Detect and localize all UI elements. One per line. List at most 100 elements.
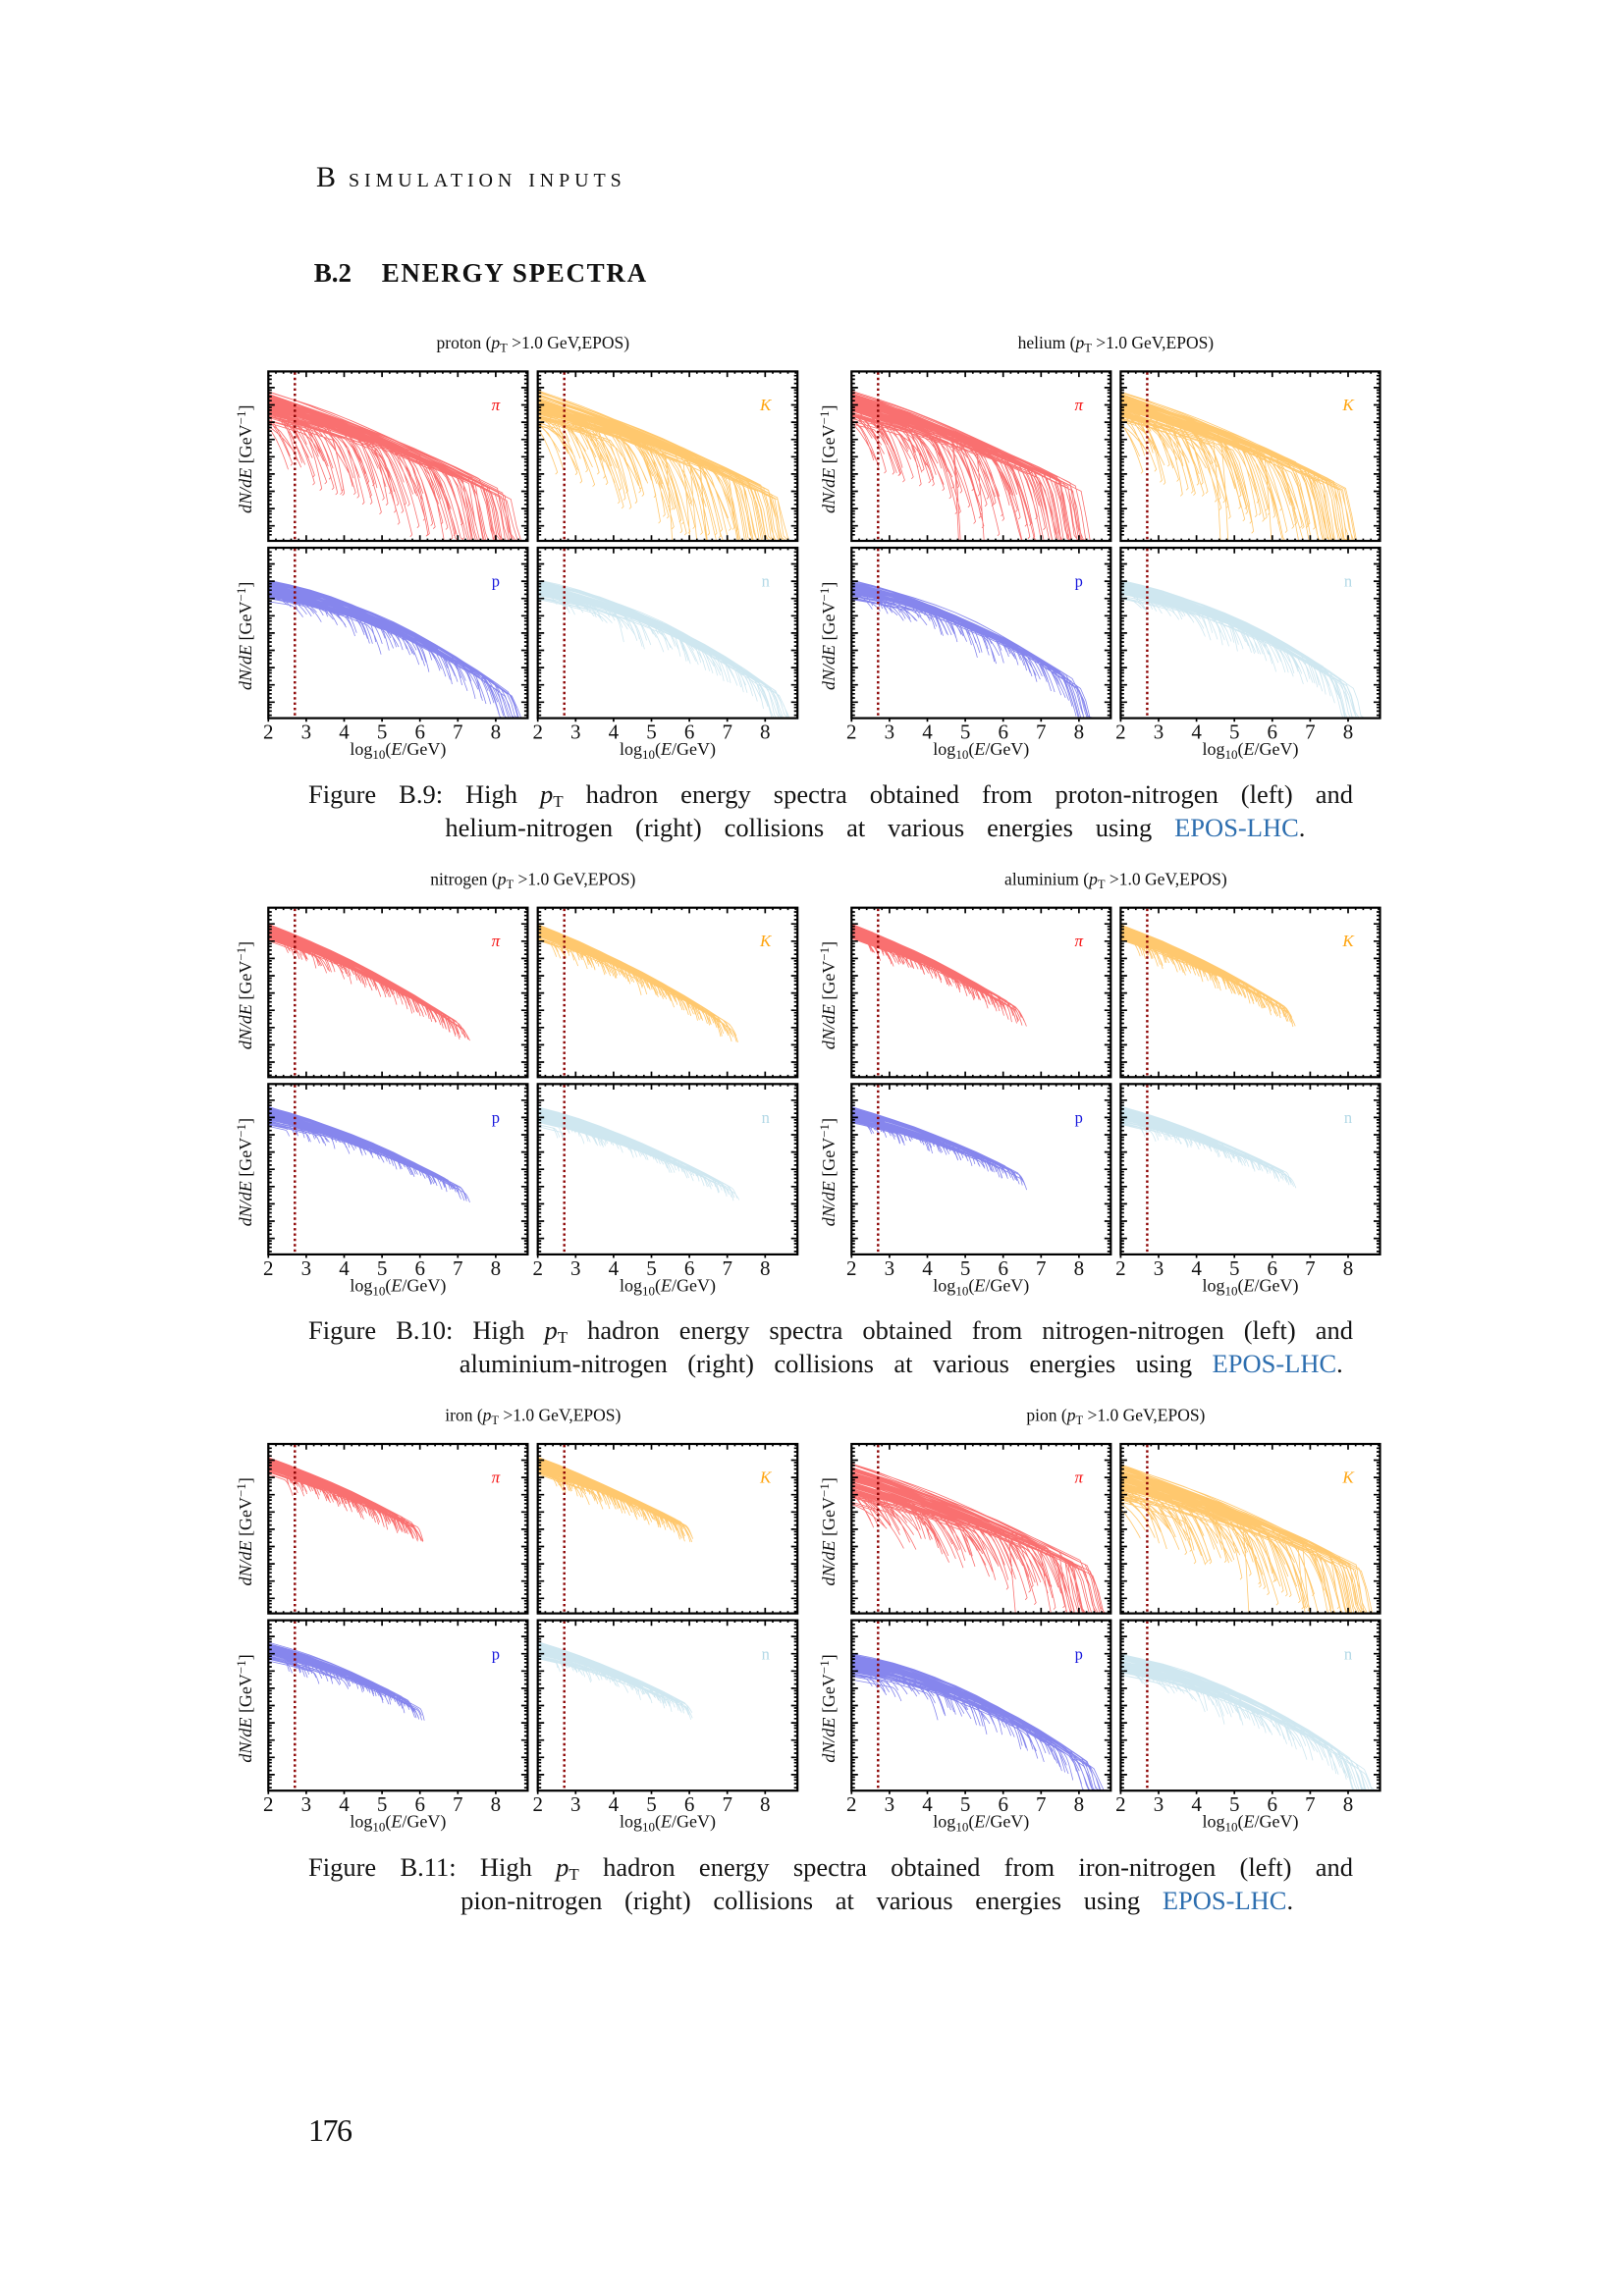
svg-text:2: 2	[1115, 721, 1126, 744]
svg-text:4: 4	[922, 721, 933, 744]
svg-text:2: 2	[263, 1792, 274, 1816]
svg-text:dN/dE [GeV−1]: dN/dE [GeV−1]	[234, 405, 255, 513]
svg-text:4: 4	[922, 1256, 933, 1280]
svg-text:3: 3	[885, 721, 895, 744]
svg-text:3: 3	[885, 1792, 895, 1816]
svg-text:p: p	[1075, 1644, 1083, 1663]
svg-text:2: 2	[532, 1256, 543, 1280]
svg-text:6: 6	[998, 721, 1008, 744]
svg-text:dN/dE [GeV−1]: dN/dE [GeV−1]	[817, 941, 839, 1049]
svg-text:4: 4	[339, 1256, 350, 1280]
svg-text:5: 5	[960, 721, 971, 744]
svg-text:4: 4	[339, 1792, 350, 1816]
svg-text:3: 3	[301, 1792, 312, 1816]
svg-text:dN/dE [GeV−1]: dN/dE [GeV−1]	[234, 582, 255, 690]
svg-text:2: 2	[532, 1792, 543, 1816]
svg-text:4: 4	[609, 1792, 620, 1816]
svg-text:K: K	[759, 932, 773, 950]
svg-text:7: 7	[1305, 1256, 1316, 1280]
svg-text:8: 8	[760, 721, 771, 744]
svg-text:8: 8	[1343, 1792, 1354, 1816]
svg-text:7: 7	[1036, 1256, 1047, 1280]
svg-text:7: 7	[453, 1256, 463, 1280]
svg-text:dN/dE [GeV−1]: dN/dE [GeV−1]	[817, 1477, 839, 1585]
svg-text:p: p	[492, 572, 500, 591]
svg-text:6: 6	[998, 1792, 1008, 1816]
svg-text:2: 2	[1115, 1256, 1126, 1280]
svg-text:3: 3	[1154, 1792, 1164, 1816]
svg-text:8: 8	[1074, 721, 1085, 744]
svg-text:helium (pT >1.0 GeV,EPOS): helium (pT >1.0 GeV,EPOS)	[1018, 333, 1215, 355]
svg-text:7: 7	[453, 721, 463, 744]
svg-text:5: 5	[960, 1256, 971, 1280]
svg-text:dN/dE [GeV−1]: dN/dE [GeV−1]	[817, 405, 839, 513]
svg-text:3: 3	[570, 721, 581, 744]
svg-text:K: K	[1341, 932, 1355, 950]
svg-text:log10(E/GeV): log10(E/GeV)	[620, 1812, 716, 1835]
svg-text:7: 7	[1036, 1792, 1047, 1816]
svg-text:5: 5	[377, 721, 388, 744]
svg-text:3: 3	[1154, 1256, 1164, 1280]
svg-text:6: 6	[684, 1256, 695, 1280]
svg-text:2: 2	[263, 1256, 274, 1280]
svg-text:log10(E/GeV): log10(E/GeV)	[1203, 1812, 1299, 1835]
svg-text:n: n	[1344, 1644, 1352, 1663]
svg-text:8: 8	[760, 1256, 771, 1280]
svg-text:n: n	[762, 572, 770, 591]
svg-text:4: 4	[1191, 1256, 1202, 1280]
svg-text:log10(E/GeV): log10(E/GeV)	[350, 739, 446, 762]
svg-text:log10(E/GeV): log10(E/GeV)	[933, 739, 1029, 762]
svg-text:3: 3	[570, 1256, 581, 1280]
svg-text:7: 7	[1036, 721, 1047, 744]
svg-text:6: 6	[414, 1792, 425, 1816]
svg-text:p: p	[492, 1108, 500, 1127]
svg-text:2: 2	[532, 721, 543, 744]
svg-text:aluminium (pT >1.0 GeV,EPOS): aluminium (pT >1.0 GeV,EPOS)	[1004, 869, 1227, 891]
svg-text:3: 3	[301, 1256, 312, 1280]
svg-text:π: π	[1075, 932, 1084, 950]
svg-text:dN/dE [GeV−1]: dN/dE [GeV−1]	[817, 582, 839, 690]
svg-text:4: 4	[609, 721, 620, 744]
svg-text:3: 3	[1154, 721, 1164, 744]
svg-text:6: 6	[1268, 1256, 1278, 1280]
svg-text:4: 4	[1191, 721, 1202, 744]
svg-text:5: 5	[377, 1792, 388, 1816]
svg-text:8: 8	[491, 1256, 502, 1280]
svg-text:n: n	[1344, 572, 1352, 591]
svg-text:7: 7	[722, 1256, 732, 1280]
svg-text:8: 8	[491, 721, 502, 744]
svg-text:K: K	[1341, 396, 1355, 414]
svg-text:8: 8	[491, 1792, 502, 1816]
svg-text:7: 7	[722, 721, 732, 744]
svg-text:dN/dE [GeV−1]: dN/dE [GeV−1]	[234, 1654, 255, 1762]
svg-text:pion (pT >1.0 GeV,EPOS): pion (pT >1.0 GeV,EPOS)	[1026, 1406, 1205, 1428]
svg-text:proton (pT >1.0 GeV,EPOS): proton (pT >1.0 GeV,EPOS)	[437, 333, 630, 355]
svg-text:π: π	[1075, 396, 1084, 414]
svg-text:dN/dE [GeV−1]: dN/dE [GeV−1]	[234, 941, 255, 1049]
svg-text:K: K	[759, 1468, 773, 1487]
svg-text:6: 6	[1268, 721, 1278, 744]
svg-text:8: 8	[1343, 1256, 1354, 1280]
svg-text:log10(E/GeV): log10(E/GeV)	[350, 1812, 446, 1835]
svg-text:5: 5	[1229, 721, 1240, 744]
svg-text:7: 7	[722, 1792, 732, 1816]
svg-text:log10(E/GeV): log10(E/GeV)	[1203, 1275, 1299, 1298]
svg-text:π: π	[492, 396, 501, 414]
svg-text:5: 5	[960, 1792, 971, 1816]
svg-text:5: 5	[1229, 1792, 1240, 1816]
svg-text:dN/dE [GeV−1]: dN/dE [GeV−1]	[817, 1654, 839, 1762]
svg-text:4: 4	[922, 1792, 933, 1816]
svg-text:n: n	[762, 1108, 770, 1127]
svg-text:6: 6	[414, 1256, 425, 1280]
svg-text:3: 3	[570, 1792, 581, 1816]
svg-text:dN/dE [GeV−1]: dN/dE [GeV−1]	[234, 1477, 255, 1585]
svg-text:6: 6	[684, 1792, 695, 1816]
svg-text:8: 8	[760, 1792, 771, 1816]
svg-text:p: p	[1075, 572, 1083, 591]
svg-text:2: 2	[846, 1256, 857, 1280]
svg-text:5: 5	[646, 721, 657, 744]
svg-text:dN/dE [GeV−1]: dN/dE [GeV−1]	[817, 1118, 839, 1226]
svg-text:4: 4	[1191, 1792, 1202, 1816]
svg-text:nitrogen (pT >1.0 GeV,EPOS): nitrogen (pT >1.0 GeV,EPOS)	[430, 869, 635, 891]
svg-text:7: 7	[1305, 721, 1316, 744]
